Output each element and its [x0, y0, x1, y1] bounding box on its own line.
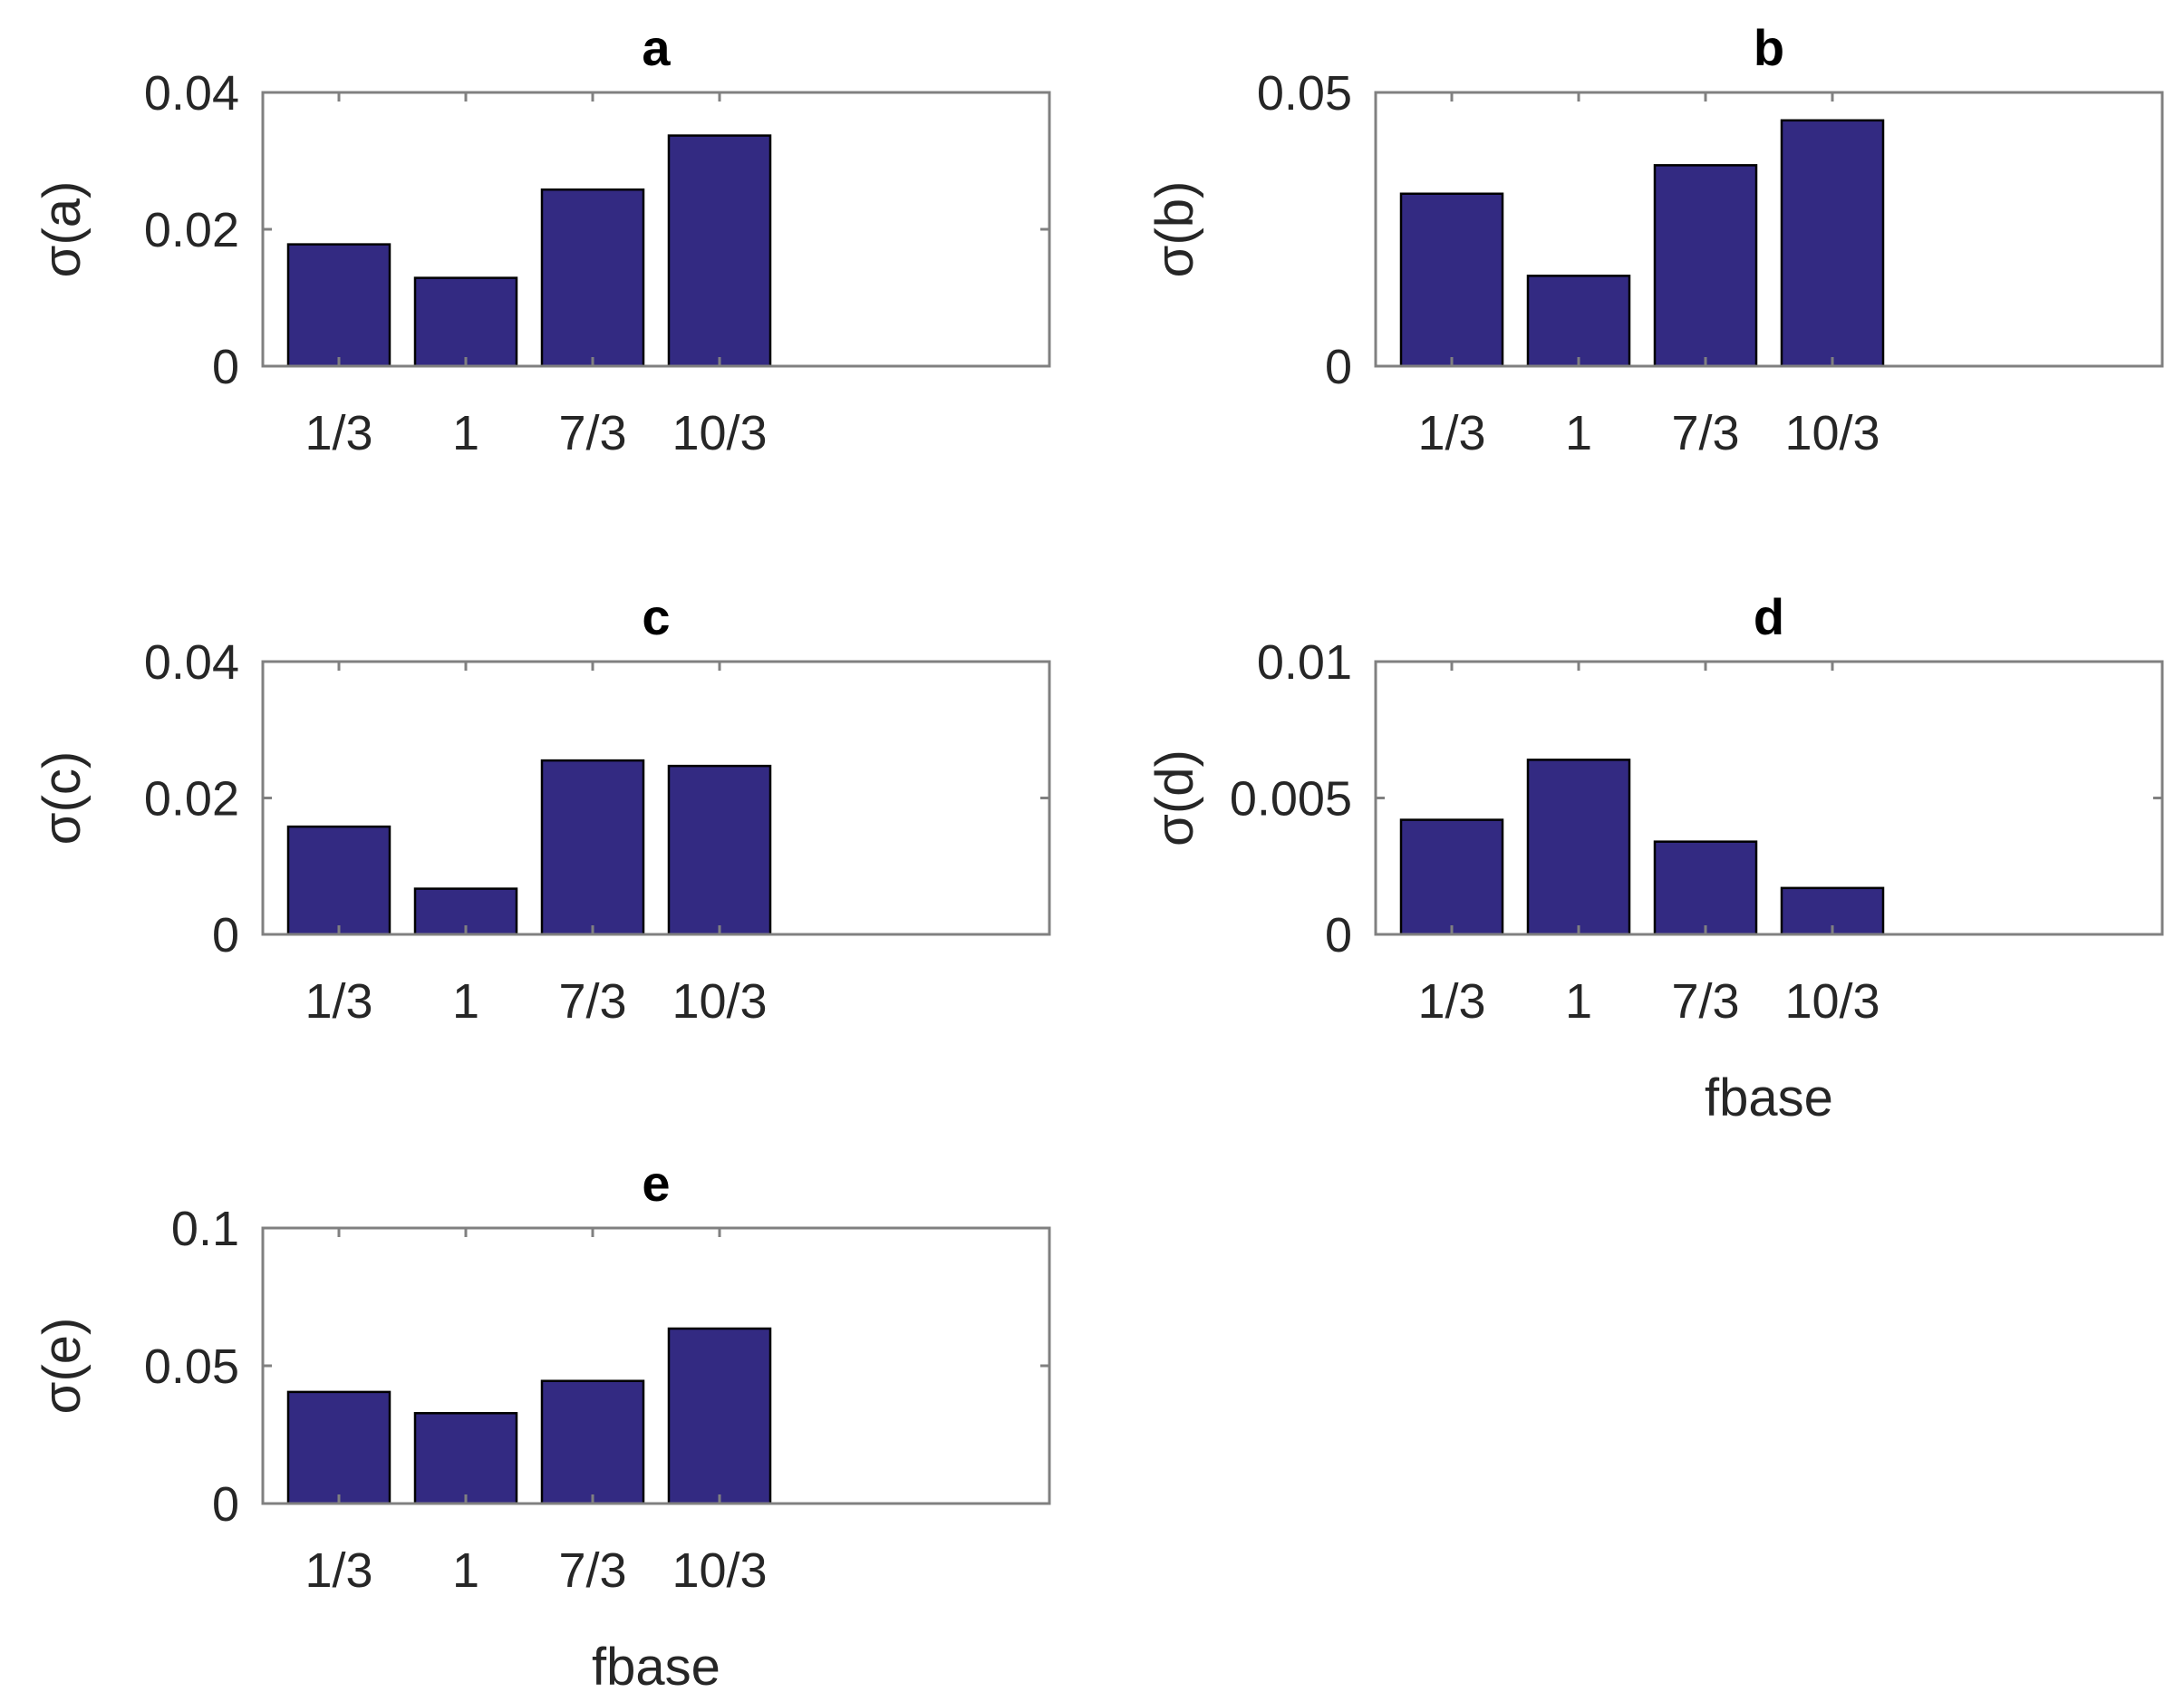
panel-title-d: d: [1754, 588, 1784, 645]
xtick-label-e-3: 10/3: [672, 1543, 767, 1598]
panel-title-c: c: [642, 588, 670, 645]
panel-d: 0 0.005 0.01 1/3 1 7/3 10/3 d σ(d) fbase: [1145, 588, 2164, 1127]
xtick-label-c-3: 10/3: [672, 974, 767, 1029]
xtick-label-a-0: 1/3: [304, 406, 372, 460]
panel-a: 0 0.02 0.04 1/3 1 7/3 10/3 a σ(a): [33, 19, 1051, 460]
xtick-label-b-2: 7/3: [1671, 406, 1739, 460]
ytick-label-c-1: 0.02: [144, 772, 239, 827]
bar-c-3: [540, 759, 645, 936]
bar-a-3: [540, 188, 645, 368]
axes-box-b: [1374, 91, 2164, 368]
ylabel-a: σ(a): [33, 181, 92, 278]
xtick-label-a-2: 7/3: [558, 406, 626, 460]
ytick-label-a-1: 0.02: [144, 203, 239, 257]
xtick-label-b-3: 10/3: [1784, 406, 1880, 460]
xtick-label-d-1: 1: [1565, 974, 1592, 1029]
bar-d-2: [1526, 759, 1631, 936]
bar-e-4: [667, 1327, 772, 1505]
bar-a-2: [413, 276, 518, 368]
panel-title-a: a: [642, 19, 671, 76]
ytick-label-d-0: 0: [1325, 908, 1352, 962]
ylabel-b: σ(b): [1145, 181, 1204, 278]
xlabel-e: fbase: [592, 1638, 720, 1697]
bar-c-1: [286, 825, 391, 936]
panel-title-b: b: [1754, 19, 1784, 76]
ylabel-e: σ(e): [33, 1318, 92, 1415]
ytick-label-a-2: 0.04: [144, 66, 239, 121]
ytick-label-c-2: 0.04: [144, 635, 239, 690]
ytick-label-d-2: 0.01: [1257, 635, 1352, 690]
ylabel-d: σ(d): [1145, 749, 1204, 846]
ytick-label-b-1: 0.05: [1257, 66, 1352, 121]
bar-e-2: [413, 1412, 518, 1505]
bar-d-3: [1653, 840, 1758, 936]
xtick-label-d-3: 10/3: [1784, 974, 1880, 1029]
xtick-label-c-0: 1/3: [304, 974, 372, 1029]
ytick-label-c-0: 0: [212, 908, 239, 962]
panel-b: 0 0.05 1/3 1 7/3 10/3 b σ(b): [1145, 19, 2164, 460]
bar-a-4: [667, 134, 772, 368]
ytick-label-a-0: 0: [212, 340, 239, 394]
xtick-label-b-1: 1: [1565, 406, 1592, 460]
bar-d-1: [1399, 818, 1504, 936]
panel-c: 0 0.02 0.04 1/3 1 7/3 10/3 c σ(c): [33, 588, 1051, 1029]
panel-title-e: e: [642, 1155, 670, 1212]
ylabel-c: σ(c): [33, 751, 92, 845]
bar-b-2: [1526, 275, 1631, 368]
xtick-label-c-2: 7/3: [558, 974, 626, 1029]
bar-a-1: [286, 243, 391, 368]
xtick-label-d-2: 7/3: [1671, 974, 1739, 1029]
bar-c-4: [667, 764, 772, 936]
xtick-label-e-0: 1/3: [304, 1543, 372, 1598]
ytick-label-e-0: 0: [212, 1477, 239, 1532]
bar-e-1: [286, 1390, 391, 1505]
bar-b-1: [1399, 192, 1504, 368]
bar-e-3: [540, 1379, 645, 1505]
xtick-label-a-1: 1: [452, 406, 479, 460]
ytick-label-e-2: 0.1: [171, 1202, 239, 1256]
xtick-label-e-2: 7/3: [558, 1543, 626, 1598]
bar-b-3: [1653, 164, 1758, 368]
ytick-label-e-1: 0.05: [144, 1339, 239, 1394]
xtick-label-d-0: 1/3: [1417, 974, 1485, 1029]
xtick-label-e-1: 1: [452, 1543, 479, 1598]
xtick-label-c-1: 1: [452, 974, 479, 1029]
xtick-label-a-3: 10/3: [672, 406, 767, 460]
ytick-label-d-1: 0.005: [1230, 772, 1352, 827]
xlabel-d: fbase: [1705, 1069, 1833, 1127]
ytick-label-b-0: 0: [1325, 340, 1352, 394]
panel-e: 0 0.05 0.1 1/3 1 7/3 10/3 e σ(e) fbase: [33, 1155, 1051, 1697]
bar-b-4: [1780, 119, 1885, 368]
xtick-label-b-0: 1/3: [1417, 406, 1485, 460]
